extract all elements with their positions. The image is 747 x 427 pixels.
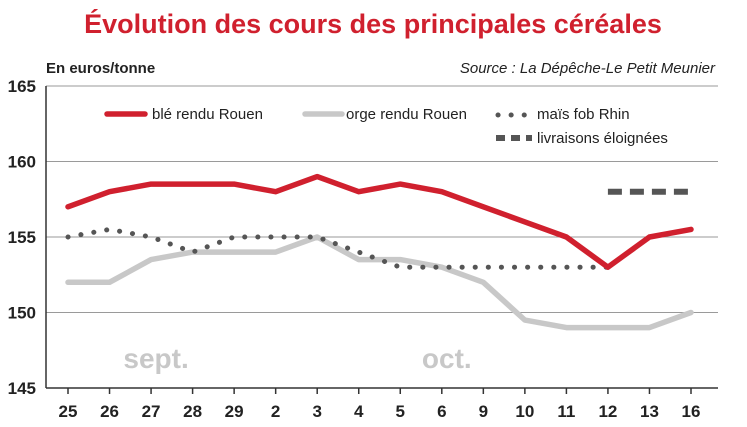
x-tick-label: 3 [312,402,321,421]
series-line-1 [65,234,694,331]
legend: blé rendu Rouen orge rendu Rouen maïs fob … [104,106,668,147]
x-tick-label: 29 [225,402,244,421]
x-tick-label: 10 [515,402,534,421]
x-tick-label: 13 [640,402,659,421]
x-tick-label: 16 [682,402,701,421]
month-label: oct. [422,343,472,374]
x-tick-label: 28 [183,402,202,421]
x-tick-label: 2 [271,402,280,421]
month-label: sept. [123,343,188,374]
legend-label-2: maïs fob Rhin [537,106,630,123]
axes [45,86,718,394]
x-tick-labels: 25 26 27 28 29 2 3 4 5 6 9 10 11 12 13 16 [59,402,701,421]
y-tick-labels: 145 150 155 160 165 [8,77,36,398]
x-tick-label: 26 [100,402,119,421]
x-tick-label: 25 [59,402,78,421]
chart-source: Source : La Dépêche-Le Petit Meunier [460,60,716,77]
series-lines [65,173,694,331]
series-line-0 [65,173,694,270]
x-tick-label: 9 [479,402,488,421]
legend-label-0: blé rendu Rouen [152,106,263,123]
x-tick-label: 5 [396,402,405,421]
y-tick-label: 165 [8,77,36,96]
month-labels: sept. oct. [123,343,471,374]
x-tick-label: 11 [557,402,575,421]
legend-label-3: livraisons éloignées [537,130,668,147]
legend-label-1: orge rendu Rouen [346,106,467,123]
x-tick-label: 6 [437,402,446,421]
x-tick-label: 27 [142,402,161,421]
y-axis-label: En euros/tonne [46,60,155,77]
y-tick-label: 145 [8,379,36,398]
y-tick-label: 150 [8,304,36,323]
series-line-2 [65,226,611,270]
x-tick-label: 12 [598,402,617,421]
chart-title: Évolution des cours des principales céré… [84,8,662,39]
y-tick-label: 155 [8,228,36,247]
x-tick-label: 4 [354,402,364,421]
y-tick-label: 160 [8,153,36,172]
